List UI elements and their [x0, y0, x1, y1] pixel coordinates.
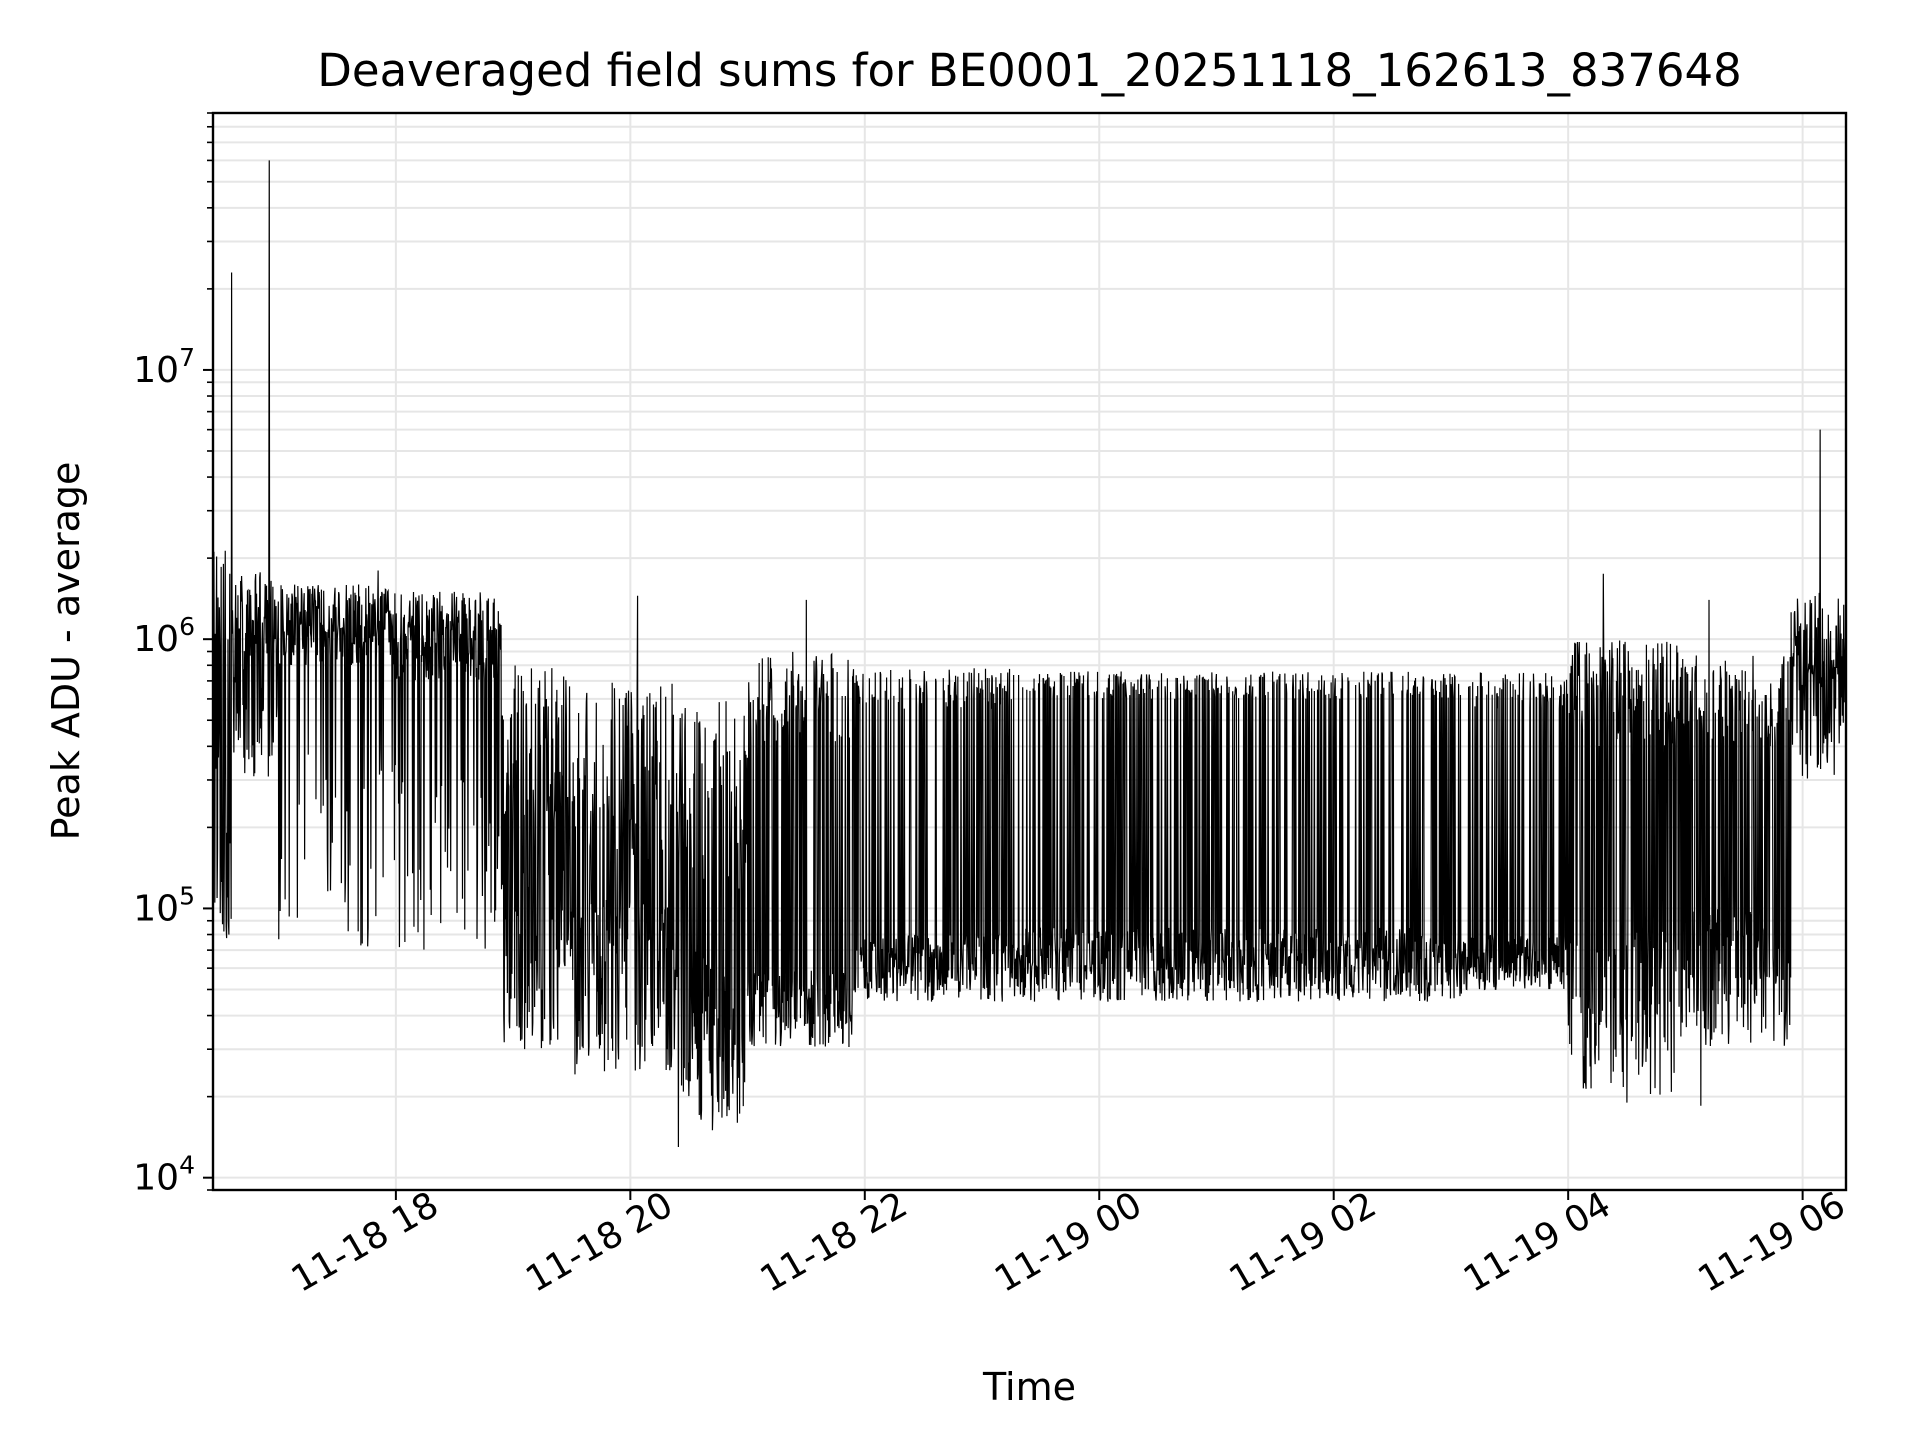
- y-axis: 104 105 106 107: [133, 112, 213, 1199]
- y-tick-label: 106: [133, 612, 195, 660]
- y-tick-label: 104: [133, 1151, 195, 1199]
- x-axis-label: Time: [982, 1365, 1076, 1409]
- y-tick-label: 107: [133, 343, 195, 391]
- y-axis-label: Peak ADU - average: [44, 462, 88, 841]
- chart-title: Deaveraged field sums for BE0001_2025111…: [317, 44, 1742, 97]
- y-tick-label: 105: [133, 881, 195, 929]
- series-line: [212, 160, 1847, 1148]
